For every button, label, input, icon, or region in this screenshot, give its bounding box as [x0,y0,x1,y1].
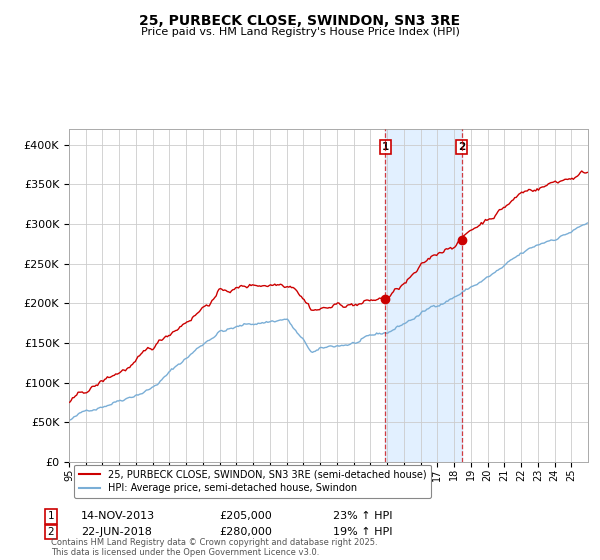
Text: Contains HM Land Registry data © Crown copyright and database right 2025.
This d: Contains HM Land Registry data © Crown c… [51,538,377,557]
Text: 14-NOV-2013: 14-NOV-2013 [81,511,155,521]
Text: £280,000: £280,000 [219,527,272,537]
Text: 19% ↑ HPI: 19% ↑ HPI [333,527,392,537]
Legend: 25, PURBECK CLOSE, SWINDON, SN3 3RE (semi-detached house), HPI: Average price, s: 25, PURBECK CLOSE, SWINDON, SN3 3RE (sem… [74,464,431,498]
Text: Price paid vs. HM Land Registry's House Price Index (HPI): Price paid vs. HM Land Registry's House … [140,27,460,37]
Text: 25, PURBECK CLOSE, SWINDON, SN3 3RE: 25, PURBECK CLOSE, SWINDON, SN3 3RE [139,14,461,28]
Bar [385,129,462,462]
Text: 22-JUN-2018: 22-JUN-2018 [81,527,152,537]
Text: 2: 2 [47,527,55,537]
Text: 1: 1 [382,142,389,152]
Text: 23% ↑ HPI: 23% ↑ HPI [333,511,392,521]
Text: 1: 1 [47,511,55,521]
Text: £205,000: £205,000 [219,511,272,521]
Text: 2: 2 [458,142,466,152]
